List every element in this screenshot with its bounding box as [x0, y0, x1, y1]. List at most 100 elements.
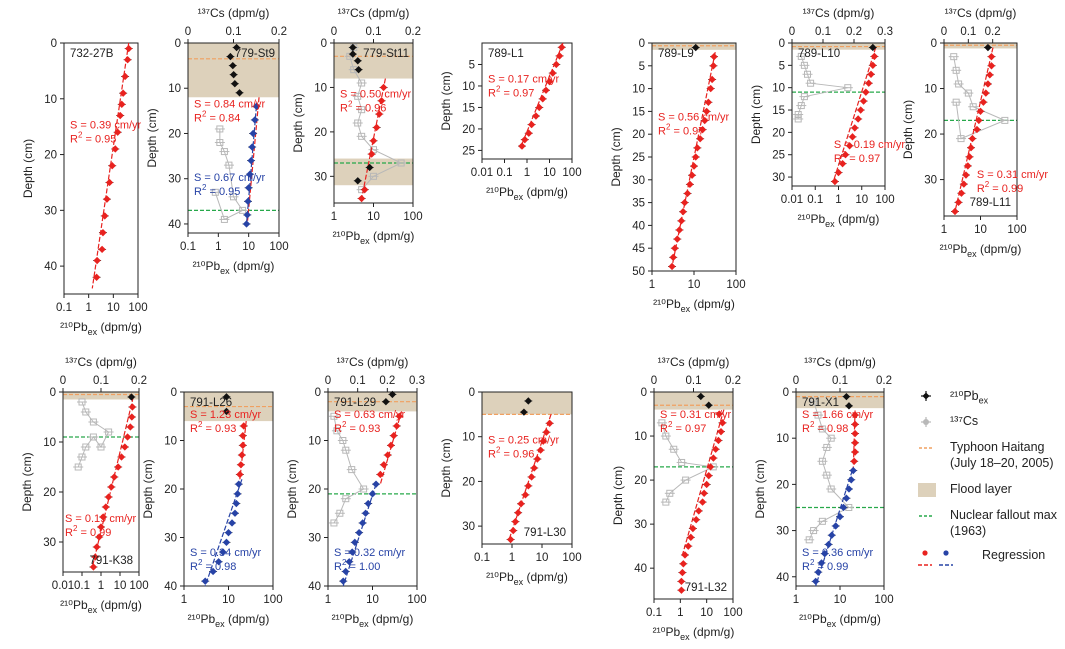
core-label: 791-L30	[524, 527, 566, 539]
depth-tick-label: 20	[164, 484, 177, 496]
slope-annotation: S = 0.84 cm/yr	[194, 99, 266, 111]
flood-layer-swatch-icon	[918, 483, 936, 497]
pb-point	[677, 586, 686, 594]
depth-tick-label: 0	[321, 38, 327, 50]
cs-tick-label: 0	[325, 375, 331, 387]
r2-annotation: R2 = 0.96	[340, 99, 386, 114]
pb-point	[717, 427, 725, 436]
pb-point	[368, 150, 376, 158]
pb-tick-label: 1	[941, 224, 947, 236]
pb-point	[814, 568, 822, 576]
pb-tick-label: 10	[366, 594, 379, 606]
legend-typhoon-label: Typhoon Haitang	[950, 440, 1045, 454]
cs-tick-label: 0	[331, 26, 337, 38]
cs-point	[662, 432, 670, 440]
cs-point	[354, 119, 362, 127]
depth-tick-label: 40	[164, 581, 177, 593]
depth-axis-label: Depth (cm)	[611, 466, 625, 525]
pb-axis-label: ²¹⁰Pbex (dpm/g)	[486, 185, 568, 202]
slope-annotation: S = 0.39 cm/yr	[70, 119, 142, 131]
depth-tick-label: 0	[931, 38, 937, 50]
pb-point	[128, 413, 136, 421]
regression-line	[204, 479, 243, 587]
cs-tick-label: 0	[651, 375, 657, 387]
pb-point	[688, 171, 696, 179]
cs-point	[336, 509, 344, 517]
pb-point	[238, 451, 246, 459]
slope-annotation: S = 0.19 cm/yr	[65, 513, 137, 525]
depth-tick-label: 20	[168, 128, 181, 140]
plot-frame	[481, 42, 573, 160]
slope-annotation: S = 0.56 cm/yr	[658, 112, 730, 124]
pb-point	[712, 445, 720, 453]
cs-point	[354, 92, 362, 100]
pb-point	[671, 244, 679, 252]
depth-tick-label: 30	[43, 537, 56, 549]
pb-point	[677, 577, 686, 586]
depth-tick-label: 25	[632, 152, 645, 164]
pb-point	[521, 135, 529, 144]
pb-point	[235, 480, 243, 488]
pb-point	[539, 437, 547, 445]
depth-tick-label: 30	[164, 533, 177, 545]
cs-point	[800, 93, 808, 101]
pb-point	[252, 102, 261, 111]
cs-point	[74, 463, 82, 471]
panel-789-L11: 0 10 20 30 Depth (cm) 1 10 100 ²¹⁰Pbex (dpm/g) 0 0…	[901, 6, 1048, 259]
pb-point	[539, 95, 547, 103]
pb-point	[705, 472, 713, 480]
pb-point	[98, 245, 106, 254]
pb-tick-label: 1	[331, 211, 337, 223]
pb-point	[695, 507, 703, 515]
cs-point	[662, 498, 670, 506]
pb-point	[511, 517, 520, 526]
pb-point	[542, 86, 550, 94]
pb-tick-label: 0.1	[807, 194, 823, 206]
pb-axis-label: ²¹⁰Pbex (dpm/g)	[333, 229, 415, 246]
pb-point	[342, 567, 350, 576]
slope-annotation: S = 0.32 cm/yr	[334, 547, 406, 559]
slope-annotation: S = 0.19 cm/yr	[834, 139, 906, 151]
pb-point	[361, 185, 369, 194]
pb-point	[524, 397, 532, 405]
pb-tick-label: 100	[407, 594, 426, 606]
regression-line	[832, 47, 877, 182]
cs-point	[342, 446, 350, 454]
legend-item-regression: Regression	[918, 548, 1063, 576]
pb-point	[93, 256, 101, 265]
cs-point	[804, 70, 811, 78]
pb-point	[114, 463, 122, 471]
depth-tick-label: 0	[171, 387, 177, 399]
cs-point	[216, 125, 224, 133]
pb-axis-label: ²¹⁰Pbex (dpm/g)	[798, 212, 880, 229]
pb-point	[390, 431, 398, 440]
pb-point	[351, 538, 359, 547]
pb-point	[834, 168, 843, 177]
pb-point	[372, 480, 380, 488]
cs-tick-label: 0.1	[366, 26, 382, 38]
panel-789-L9: 0 5 10 15 20 25 30 35 40 45 50 Depth (cm) 1 10 100 ²¹⁰P…	[609, 38, 746, 314]
cs-point	[827, 434, 835, 442]
pb-point	[376, 470, 385, 479]
cs-point	[89, 433, 97, 441]
pb-point	[687, 533, 695, 542]
cs-point	[225, 161, 233, 169]
depth-tick-label: 5	[639, 61, 645, 73]
r2-annotation: R2 = 0.95	[194, 183, 240, 198]
depth-axis-label: Depth (cm)	[749, 85, 763, 144]
depth-tick-label: 0	[315, 387, 321, 399]
pb-point	[839, 503, 848, 512]
legend-fallout-year: (1963)	[950, 524, 987, 538]
pb-point	[349, 50, 357, 58]
pb-point	[965, 153, 974, 161]
pb-point	[361, 509, 370, 517]
depth-tick-label: 10	[164, 436, 177, 448]
depth-tick-label: 0	[783, 387, 789, 399]
cs-point	[818, 457, 826, 465]
cs-point	[797, 52, 805, 60]
cs-tick-label: 0.1	[686, 375, 702, 387]
pb-tick-label: 100	[723, 607, 742, 619]
regression-symbols-icon	[918, 550, 953, 566]
cs-point	[82, 443, 90, 451]
